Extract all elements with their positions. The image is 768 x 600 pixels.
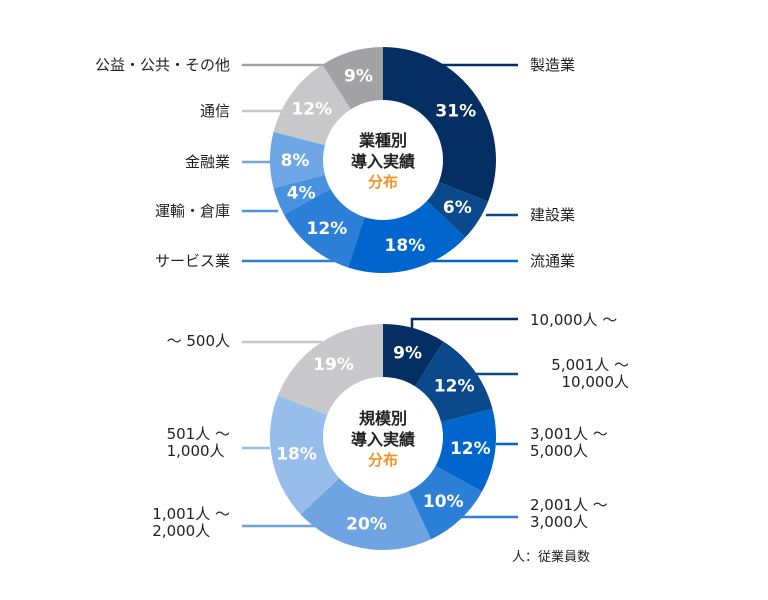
donut-slice: [283, 188, 365, 268]
category-label: 運輸・倉庫: [154, 202, 230, 220]
data-label: 12%: [434, 376, 475, 396]
data-label: 8%: [281, 151, 310, 171]
category-label: 2,001人 〜 3,000人: [530, 496, 608, 531]
donut-slice: [273, 174, 331, 215]
data-label: 6%: [443, 198, 472, 218]
category-label: 製造業: [530, 56, 576, 74]
category-label: 1,001人 〜 2,000人: [152, 505, 230, 540]
category-label: サービス業: [154, 252, 230, 270]
category-label: 金融業: [184, 153, 230, 171]
donut-slice: [408, 465, 483, 540]
data-label: 9%: [393, 343, 422, 363]
data-label: 20%: [346, 514, 387, 534]
data-label: 18%: [276, 444, 317, 464]
donut-slice: [322, 47, 383, 110]
data-label: 31%: [435, 102, 476, 122]
donut-slice: [383, 47, 496, 202]
donut-slice: [270, 395, 340, 515]
category-label: 流通業: [530, 252, 576, 270]
category-label: 公益・公共・その他: [94, 56, 230, 74]
donut-slice: [426, 182, 489, 238]
donut-slice: [300, 478, 432, 550]
center-title-line-2: 導入実績: [350, 152, 415, 171]
center-title-line-1: 業種別: [358, 131, 407, 150]
category-label: 3,001人 〜 5,000人: [530, 425, 608, 460]
data-label: 9%: [344, 66, 373, 86]
unit-note: 人：従業員数: [512, 550, 591, 565]
donut-slice: [348, 201, 466, 273]
donut-slice: [415, 341, 493, 423]
center-subtitle: 分布: [367, 451, 398, 469]
category-label: 5,001人 〜 10,000人: [551, 356, 629, 391]
category-label: 10,000人 〜: [530, 311, 618, 329]
category-label: 〜 500人: [166, 332, 230, 350]
donut-slice: [277, 324, 383, 415]
donut-slice: [270, 131, 325, 189]
donut-slice: [273, 64, 351, 146]
donut-center-size: 規模別 導入実績 分布: [313, 408, 453, 471]
donut-center-industry: 業種別 導入実績 分布: [313, 130, 453, 193]
data-label: 12%: [450, 439, 491, 459]
data-label: 19%: [313, 355, 354, 375]
center-title-line-1: 規模別: [358, 409, 407, 428]
center-subtitle: 分布: [367, 173, 398, 191]
category-label: 建設業: [530, 206, 576, 224]
donut-slice: [383, 324, 444, 387]
data-label: 12%: [307, 219, 348, 239]
data-label: 12%: [291, 99, 332, 119]
category-label: 501人 〜 1,000人: [166, 425, 230, 460]
data-label: 10%: [423, 492, 464, 512]
donut-slice: [435, 408, 497, 492]
category-label: 通信: [199, 102, 230, 120]
data-label: 18%: [385, 236, 426, 256]
center-title-line-2: 導入実績: [350, 430, 415, 449]
data-label: 4%: [287, 183, 316, 203]
